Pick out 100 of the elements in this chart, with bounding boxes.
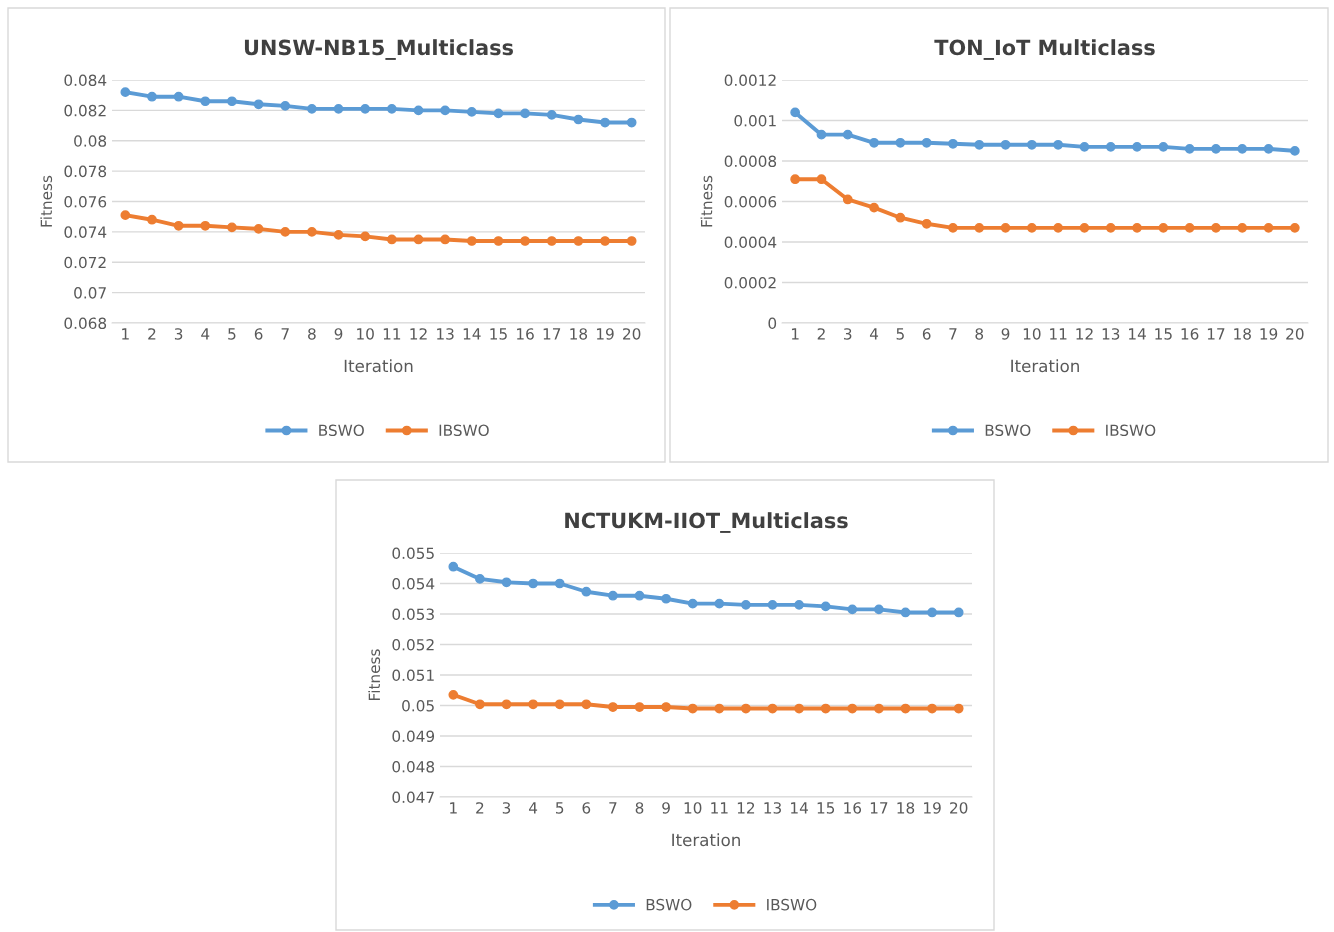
point (767, 703, 778, 714)
point (687, 598, 698, 609)
x-tick-label: 7 (949, 328, 957, 340)
point (493, 108, 504, 119)
y-tick-label: 0.0004 (724, 236, 777, 249)
point (661, 702, 671, 712)
x-tick-label: 1 (791, 328, 799, 340)
point (386, 103, 397, 114)
x-axis-title: Iteration (672, 833, 740, 847)
point (661, 593, 671, 604)
point (1079, 141, 1090, 152)
point (1237, 143, 1248, 154)
x-tick-label: 17 (543, 328, 561, 340)
point (280, 227, 291, 237)
x-tick-label: 17 (870, 802, 888, 814)
point (953, 607, 964, 618)
point (440, 105, 450, 116)
chart-title: TON_IoT Multiclass (934, 39, 1155, 60)
y-tick-label: 0.078 (64, 165, 107, 178)
x-tick-label: 11 (1050, 328, 1067, 340)
y-tick-label: 0.047 (392, 791, 434, 804)
y-axis-title: Fitness (368, 649, 381, 700)
chart-title: UNSW-NB15_Multiclass (244, 39, 513, 60)
y-tick-label: 0.051 (392, 669, 434, 682)
point (847, 703, 858, 714)
point (413, 105, 424, 116)
legend-label: BSWO (985, 424, 1031, 437)
x-tick-label: 12 (1076, 328, 1093, 340)
point (333, 103, 344, 114)
x-tick-label: 18 (897, 802, 915, 814)
point (869, 137, 879, 148)
legend-label: BSWO (646, 898, 692, 911)
point (741, 599, 751, 610)
x-tick-label: 2 (148, 328, 156, 340)
x-tick-label: 12 (737, 802, 755, 814)
y-tick-label: 0.074 (64, 226, 107, 238)
y-tick-label: 0.054 (392, 577, 435, 590)
point (173, 91, 184, 102)
x-tick-label: 10 (1023, 328, 1041, 340)
point (1000, 222, 1011, 233)
y-tick-label: 0.076 (64, 195, 107, 208)
x-tick-label: 6 (582, 802, 591, 814)
point (847, 604, 858, 615)
point (895, 137, 906, 148)
point (501, 699, 512, 710)
legend-label: IBSWO (439, 424, 489, 437)
x-tick-label: 11 (383, 328, 401, 340)
point (1000, 139, 1011, 150)
point (581, 586, 592, 597)
point (475, 699, 485, 710)
y-tick-label: 0.05 (402, 699, 434, 712)
x-tick-label: 16 (844, 802, 862, 814)
x-tick-label: 3 (502, 802, 511, 814)
point (1105, 141, 1116, 152)
point (1289, 222, 1300, 233)
point (448, 689, 459, 700)
y-axis-title: Fitness (40, 175, 53, 227)
point (475, 574, 485, 584)
point (1105, 222, 1116, 233)
y-tick-label: 0.0002 (724, 276, 776, 289)
point (921, 218, 932, 229)
point (1079, 222, 1090, 233)
x-tick-label: 18 (570, 328, 588, 340)
point (1184, 143, 1195, 154)
point (1263, 222, 1274, 233)
point (1132, 222, 1142, 233)
point (741, 703, 751, 714)
point (546, 236, 557, 246)
x-tick-label: 9 (1001, 328, 1010, 340)
point (767, 599, 778, 610)
point (333, 230, 344, 240)
point (554, 578, 565, 589)
point (386, 234, 397, 245)
point (413, 234, 424, 245)
point (687, 703, 698, 714)
point (528, 699, 538, 710)
point (307, 227, 317, 237)
x-axis-title: Iteration (1011, 359, 1079, 373)
x-tick-label: 7 (609, 802, 617, 814)
point (440, 234, 450, 245)
x-tick-label: 5 (896, 328, 904, 340)
y-tick-label: 0.08 (74, 135, 107, 147)
x-tick-label: 4 (869, 328, 879, 340)
point (714, 703, 725, 714)
y-tick-label: 0 (768, 317, 777, 330)
x-tick-label: 3 (174, 328, 183, 340)
point (974, 139, 985, 150)
point (608, 590, 618, 601)
point (360, 231, 371, 242)
x-tick-label: 5 (228, 328, 236, 340)
point (948, 222, 958, 233)
x-tick-label: 19 (1260, 328, 1278, 340)
point (900, 607, 911, 618)
point (1263, 143, 1274, 154)
x-tick-label: 19 (924, 802, 941, 814)
x-tick-label: 6 (922, 328, 931, 340)
point (927, 703, 937, 714)
point (634, 702, 645, 712)
x-tick-label: 20 (950, 802, 968, 814)
x-tick-label: 14 (463, 328, 481, 340)
